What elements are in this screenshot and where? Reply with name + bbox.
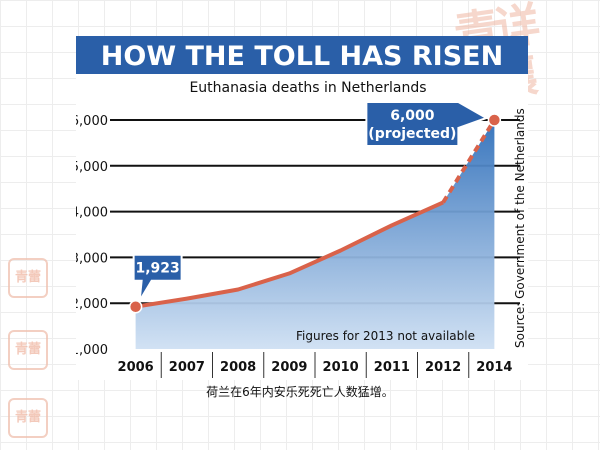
- chart-frame: HOW THE TOLL HAS RISEN Euthanasia deaths…: [71, 36, 528, 380]
- line-chart: HOW THE TOLL HAS RISEN Euthanasia deaths…: [71, 36, 528, 380]
- callout-first-box: [132, 253, 183, 302]
- x-tick-label: 2009: [271, 360, 307, 375]
- series-line-projected: [441, 118, 497, 204]
- callout-first: 1,923: [132, 253, 183, 302]
- data-point: [487, 113, 502, 127]
- y-axis-ticks: 1,000 2,000 3,000 4,000 5,000 6,000: [71, 114, 108, 358]
- decorative-seal-1: 青蕾: [8, 258, 48, 298]
- x-tick-label: 2006: [118, 360, 154, 375]
- y-tick-label: 4,000: [76, 206, 108, 221]
- x-tick-label: 2007: [169, 360, 205, 375]
- x-tick-label: 2010: [323, 360, 359, 375]
- chart-title: HOW THE TOLL HAS RISEN: [101, 41, 503, 72]
- series-line: [135, 200, 444, 309]
- y-tick-label: 3,000: [76, 251, 108, 266]
- data-points: [128, 113, 502, 314]
- x-axis-ticks: 2006 2007 2008 2009 2010 2011 2012 2014: [118, 352, 512, 378]
- image-caption: 荷兰在6年内安乐死死亡人数猛增。: [206, 385, 394, 399]
- chart-subtitle: Euthanasia deaths in Netherlands: [189, 80, 426, 96]
- x-tick-label: 2008: [220, 360, 256, 375]
- data-point: [128, 299, 143, 314]
- area-fill: [135, 120, 495, 349]
- x-tick-label: 2012: [425, 360, 461, 375]
- y-tick-label: 6,000: [76, 114, 108, 129]
- x-tick-label: 2011: [374, 360, 410, 375]
- decorative-seal-3: 青蕾: [8, 398, 48, 438]
- callout-first-label: 1,923: [135, 261, 179, 277]
- y-tick-label: 5,000: [76, 160, 108, 175]
- y-tick-label: 2,000: [76, 297, 108, 312]
- chart-source: Source: Government of the Netherlands: [513, 108, 527, 348]
- callout-last-value: 6,000: [390, 108, 435, 124]
- x-tick-label: 2014: [476, 360, 512, 375]
- title-banner: [76, 36, 528, 74]
- chart-note: Figures for 2013 not available: [296, 329, 475, 343]
- y-tick-label: 1,000: [76, 343, 108, 358]
- callout-last-box: [365, 101, 489, 147]
- callout-last-note: (projected): [368, 126, 456, 142]
- decorative-seal-2: 青蕾: [8, 330, 48, 370]
- callout-last: 6,000 (projected): [365, 101, 489, 147]
